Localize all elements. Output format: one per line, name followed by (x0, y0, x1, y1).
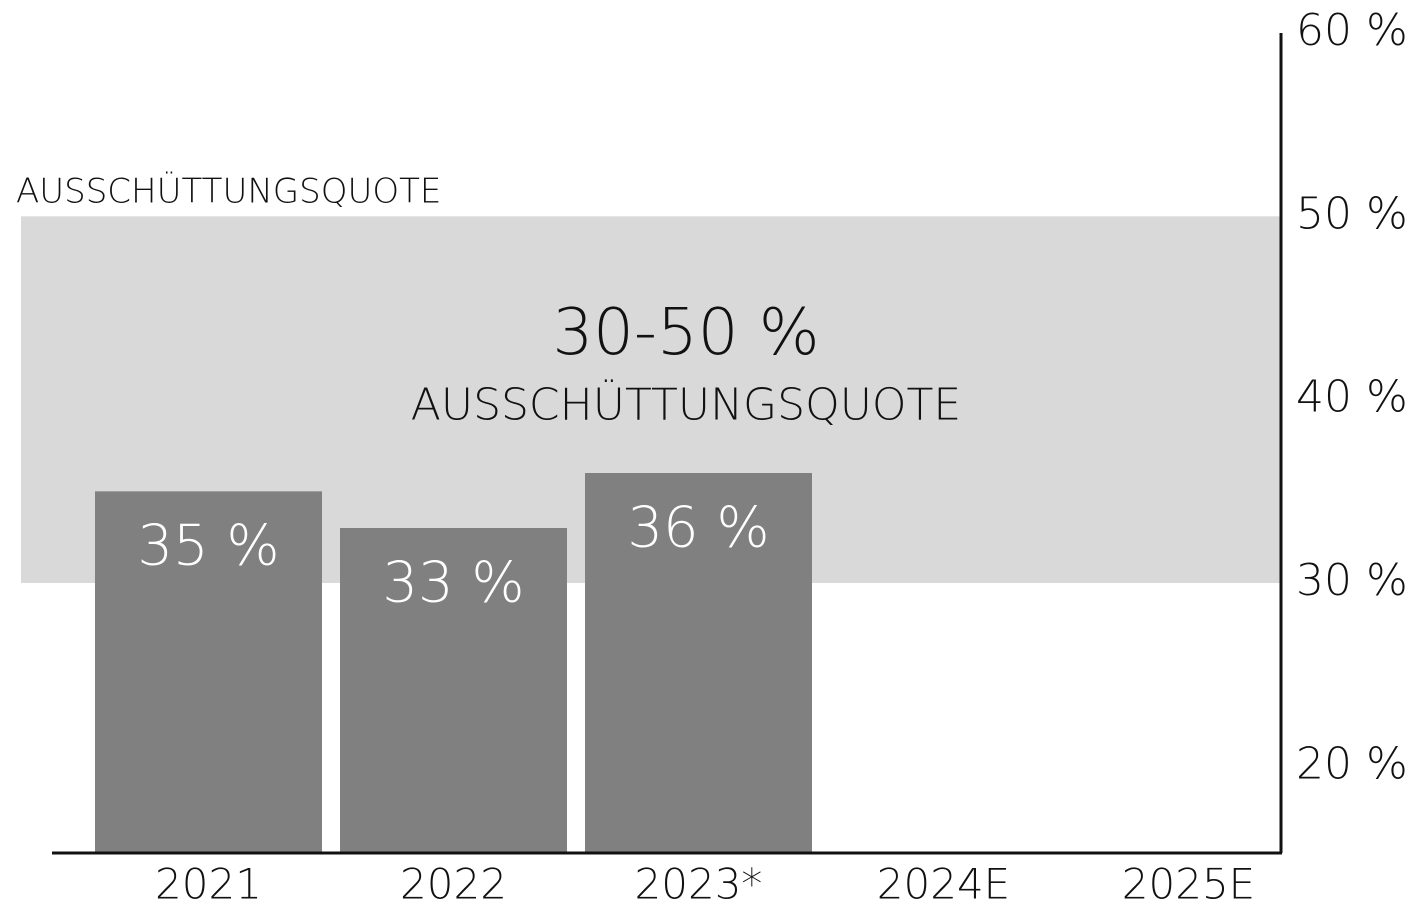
bar (95, 491, 322, 853)
x-tick-label: 2021 (155, 860, 262, 909)
y-tick-label: 30 % (1296, 555, 1408, 606)
x-tick-label: 2024E (877, 860, 1010, 909)
y-tick-label: 50 % (1296, 188, 1408, 239)
bar (340, 528, 567, 853)
y-tick-label: 20 % (1296, 738, 1408, 789)
band-sublabel: AUSSCHÜTTUNGSQUOTE (411, 379, 961, 431)
bar (585, 473, 812, 853)
value-label: 33 % (382, 550, 524, 615)
value-label: 36 % (627, 495, 769, 560)
y-tick-label: 40 % (1296, 372, 1408, 423)
y-tick-label: 60 % (1296, 5, 1408, 56)
x-tick-label: 2022 (400, 860, 507, 909)
value-label: 35 % (137, 514, 279, 579)
band-label: 30-50 % (552, 296, 819, 370)
x-tick-label: 2025E (1122, 860, 1255, 909)
chart-title: AUSSCHÜTTUNGSQUOTE (16, 172, 441, 212)
x-tick-label: 2023* (635, 860, 763, 909)
